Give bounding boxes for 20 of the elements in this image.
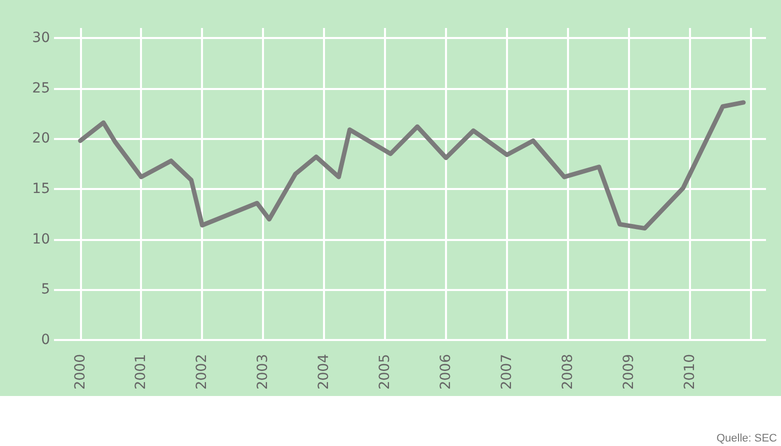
x-tick-label: 2006 <box>438 354 454 390</box>
x-tick-label: 2004 <box>316 354 332 390</box>
y-tick-label: 30 <box>32 30 50 46</box>
x-tick-label: 2005 <box>377 354 394 390</box>
x-tick-label: 2008 <box>560 354 576 390</box>
y-tick-label: 15 <box>32 181 50 198</box>
source-note: Quelle: SEC <box>716 432 778 444</box>
x-tick-label: 2002 <box>194 354 210 390</box>
y-tick-label: 10 <box>32 231 50 248</box>
y-tick-label: 20 <box>32 130 50 147</box>
x-tick-label: 2009 <box>620 354 637 390</box>
y-tick-label: 5 <box>41 282 50 298</box>
x-tick-label: 2007 <box>498 354 515 390</box>
y-tick-label: 25 <box>32 80 50 96</box>
x-tick-label: 2000 <box>72 354 88 390</box>
x-tick-label: 2010 <box>682 354 698 390</box>
line-series <box>78 100 746 231</box>
x-tick-label: 2003 <box>255 354 272 390</box>
y-tick-label: 0 <box>41 332 50 348</box>
x-tick-label: 2001 <box>133 354 150 390</box>
